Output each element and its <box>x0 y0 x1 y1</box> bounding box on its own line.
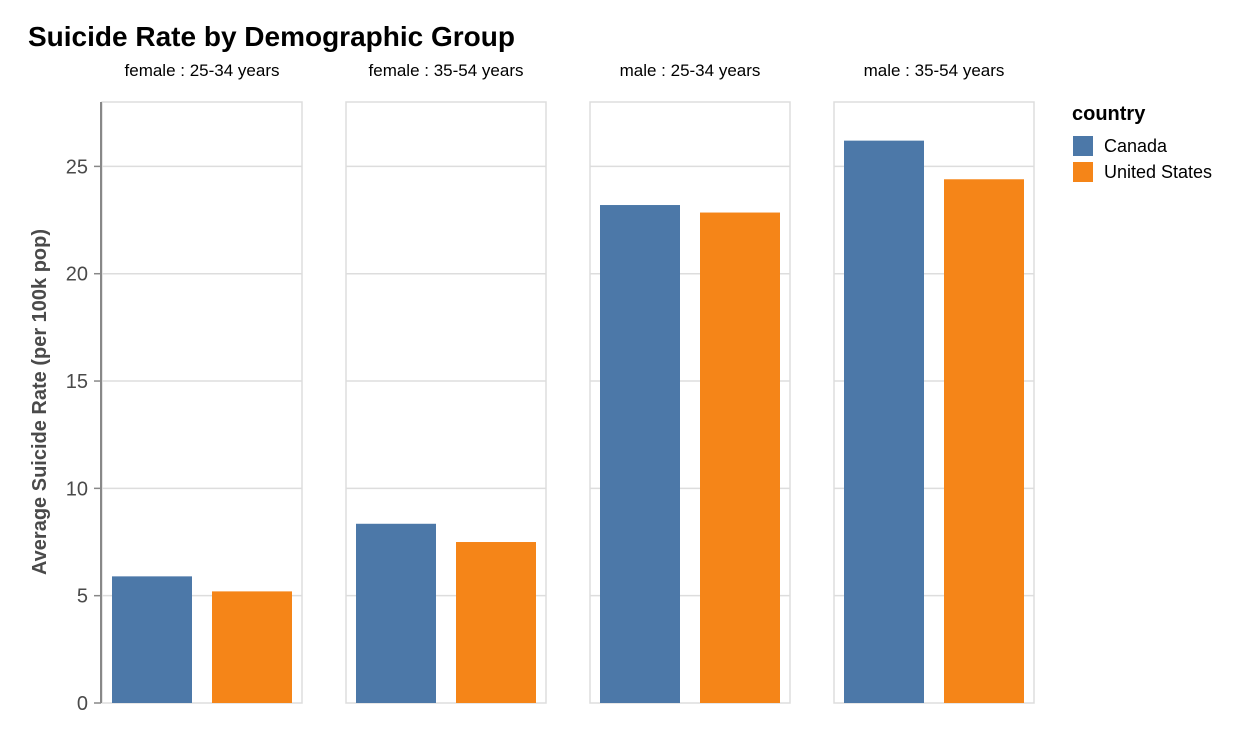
bar-canada <box>356 523 436 703</box>
facet-label: female : 35-54 years <box>369 61 524 80</box>
facet-panel: male : 35-54 years <box>833 61 1035 704</box>
legend: country Canada United States <box>1072 103 1212 182</box>
y-tick-label: 15 <box>66 371 88 393</box>
facet-panel: female : 25-34 years <box>101 61 303 704</box>
facet-label: female : 25-34 years <box>125 61 280 80</box>
legend-swatch <box>1073 162 1093 182</box>
facet-panels: female : 25-34 years female : 35-54 years… <box>101 61 1035 704</box>
facet-frame <box>589 101 791 704</box>
y-axis: 0 5 10 15 20 25 <box>66 102 102 715</box>
y-tick-label: 0 <box>77 693 88 715</box>
bar-united-states <box>944 179 1024 703</box>
facet-panel: female : 35-54 years <box>345 61 547 704</box>
facet-frame <box>833 101 1035 704</box>
facet-frame <box>345 101 547 704</box>
facet-panel: male : 25-34 years <box>589 61 791 704</box>
bar-united-states <box>212 591 292 703</box>
y-axis-title: Average Suicide Rate (per 100k pop) <box>29 229 51 575</box>
chart-title: Suicide Rate by Demographic Group <box>28 21 515 52</box>
legend-label: Canada <box>1104 136 1168 156</box>
y-tick-label: 25 <box>66 156 88 178</box>
bar-united-states <box>700 212 780 703</box>
legend-label: United States <box>1104 162 1212 182</box>
y-tick-label: 20 <box>66 264 88 286</box>
legend-swatch <box>1073 136 1093 156</box>
bar-canada <box>112 576 192 703</box>
y-tick-label: 5 <box>77 586 88 608</box>
bar-canada <box>600 205 680 703</box>
bar-united-states <box>456 542 536 703</box>
facet-label: male : 25-34 years <box>620 61 761 80</box>
legend-title: country <box>1072 103 1146 125</box>
y-tick-label: 10 <box>66 478 88 500</box>
bar-canada <box>844 140 924 703</box>
facet-label: male : 35-54 years <box>864 61 1005 80</box>
